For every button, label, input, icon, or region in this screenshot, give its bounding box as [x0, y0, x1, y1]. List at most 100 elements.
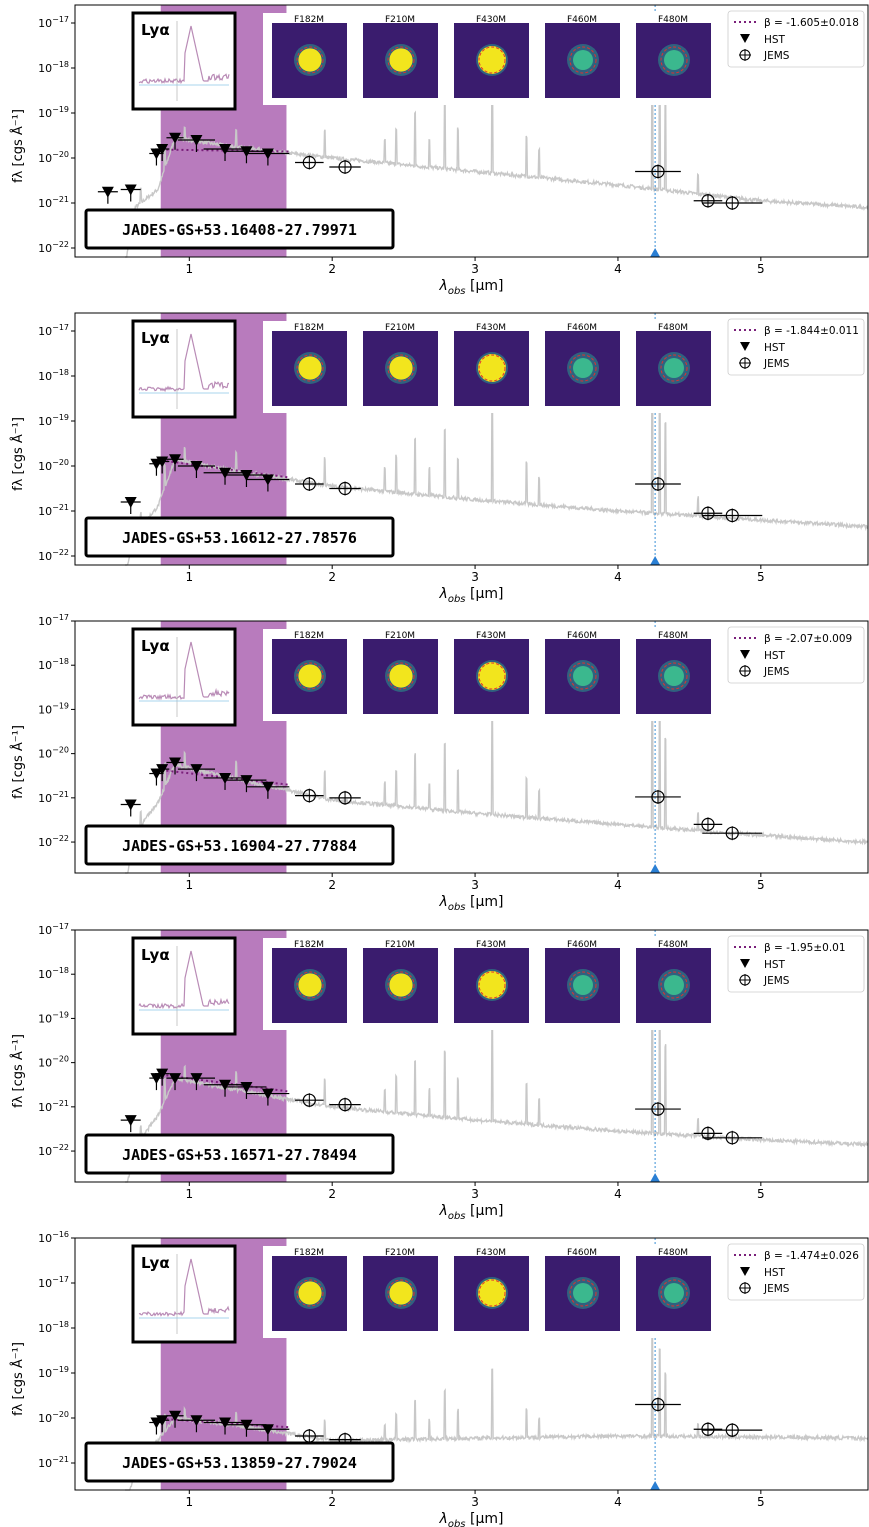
lya-spectrum [138, 1258, 230, 1318]
cutout-band-label: F480M [658, 940, 688, 950]
jems-point [701, 817, 715, 831]
legend-hst-swatch [740, 34, 750, 43]
cutout-band-label: F430M [476, 1248, 506, 1258]
hst-point [156, 1415, 169, 1427]
jems-point [701, 194, 715, 208]
source-core [664, 666, 684, 686]
aperture-circle [296, 46, 324, 74]
legend-jems-label: JEMS [763, 975, 790, 987]
x-tick-label: 2 [328, 1495, 336, 1509]
y-tick-label: 10−18 [38, 1320, 69, 1335]
aperture-circle [296, 354, 324, 382]
hst-point [261, 781, 274, 793]
y-tick-label: 10−22 [38, 834, 69, 849]
y-tick-label: 10−21 [38, 790, 69, 805]
source-core [389, 356, 413, 380]
line-marker-triangle [650, 1173, 661, 1182]
y-tick-label: 10−20 [38, 746, 69, 761]
x-tick-label: 4 [614, 570, 622, 584]
legend-hst-label: HST [764, 342, 786, 354]
y-tick-label: 10−19 [38, 413, 69, 428]
aperture-circle [569, 1279, 597, 1307]
lya-inset-label: Lyα [141, 329, 170, 347]
jems-point [725, 508, 739, 523]
jems-point [701, 506, 715, 520]
aperture-circle [296, 1279, 324, 1307]
source-core [478, 354, 506, 382]
object-name: JADES-GS+53.16571-27.78494 [122, 1146, 357, 1164]
sed-panel-2: 1 2 3 4 5 10−22 10−21 10−20 10−19 10−18 10−17 λobs … [10, 312, 869, 605]
sed-model-spectrum [125, 670, 869, 874]
jems-point [302, 789, 316, 803]
y-tick-label: 10−17 [38, 15, 69, 30]
hst-point [169, 454, 182, 466]
legend-hst-swatch [740, 959, 750, 968]
hst-point [190, 764, 203, 776]
hst-point [219, 1417, 232, 1429]
hst-point [190, 135, 203, 146]
aperture-circle [660, 1279, 688, 1307]
source-core [389, 48, 413, 72]
legend-beta-label: β = -1.605±0.018 [764, 17, 859, 29]
lya-inset-label: Lyα [141, 1254, 170, 1272]
axes-frame [74, 620, 869, 874]
cutout-band-label: F182M [294, 1248, 324, 1258]
source-core [298, 1281, 322, 1305]
axes-frame [74, 1237, 869, 1491]
aperture-circle [569, 46, 597, 74]
object-name-box [84, 208, 395, 250]
y-tick-label: 10−21 [38, 1455, 69, 1470]
legend [727, 10, 865, 68]
jems-point [338, 791, 352, 805]
legend-hst-swatch [740, 1267, 750, 1276]
jems-point [302, 155, 316, 170]
hst-point [219, 467, 232, 479]
aperture-circle [387, 354, 415, 382]
hst-point [219, 772, 232, 784]
y-axis-label: fλ [cgs Å⁻¹] [10, 109, 26, 183]
y-axis-label: fλ [cgs Å⁻¹] [10, 417, 26, 491]
cutout-band-label: F460M [567, 631, 597, 641]
jems-point [338, 481, 352, 496]
x-tick-label: 4 [614, 878, 622, 892]
legend-hst-label: HST [764, 959, 786, 971]
hst-point [219, 1079, 232, 1091]
lya-inset-label: Lyα [141, 21, 170, 39]
cutout-band-label: F460M [567, 1248, 597, 1258]
cutout-band-label: F182M [294, 940, 324, 950]
object-name: JADES-GS+53.13859-27.79024 [122, 1454, 357, 1472]
source-core [389, 664, 413, 688]
line-marker-triangle [650, 864, 661, 873]
y-tick-label: 10−20 [38, 1410, 69, 1425]
object-name-box [84, 516, 395, 558]
aperture-circle [660, 662, 688, 690]
hst-point [124, 497, 137, 508]
legend-hst-label: HST [764, 1267, 786, 1279]
hst-point [156, 1068, 169, 1080]
y-tick-label: 10−17 [38, 323, 69, 338]
cutout-band-label: F460M [567, 15, 597, 25]
x-tick-label: 1 [185, 1495, 193, 1509]
cutout-band-label: F210M [385, 1248, 415, 1258]
lya-spectrum [138, 333, 229, 393]
x-tick-label: 5 [757, 878, 765, 892]
x-tick-label: 3 [471, 570, 479, 584]
axes-frame [74, 312, 869, 566]
hst-point [156, 144, 169, 155]
legend [727, 935, 865, 993]
hst-point [150, 148, 163, 160]
jems-point [651, 790, 665, 804]
y-axis-label: fλ [cgs Å⁻¹] [10, 1342, 26, 1416]
cutout-band-label: F460M [567, 940, 597, 950]
source-core [664, 358, 684, 378]
x-tick-label: 5 [757, 570, 765, 584]
cutout-band-label: F430M [476, 940, 506, 950]
y-tick-label: 10−17 [38, 922, 69, 937]
aperture-circle [569, 971, 597, 999]
line-marker-triangle [650, 1481, 661, 1490]
aperture-circle [478, 662, 506, 690]
hst-point [219, 144, 232, 155]
aperture-circle [569, 354, 597, 382]
source-core [389, 1281, 413, 1305]
legend-jems-label: JEMS [763, 358, 790, 370]
